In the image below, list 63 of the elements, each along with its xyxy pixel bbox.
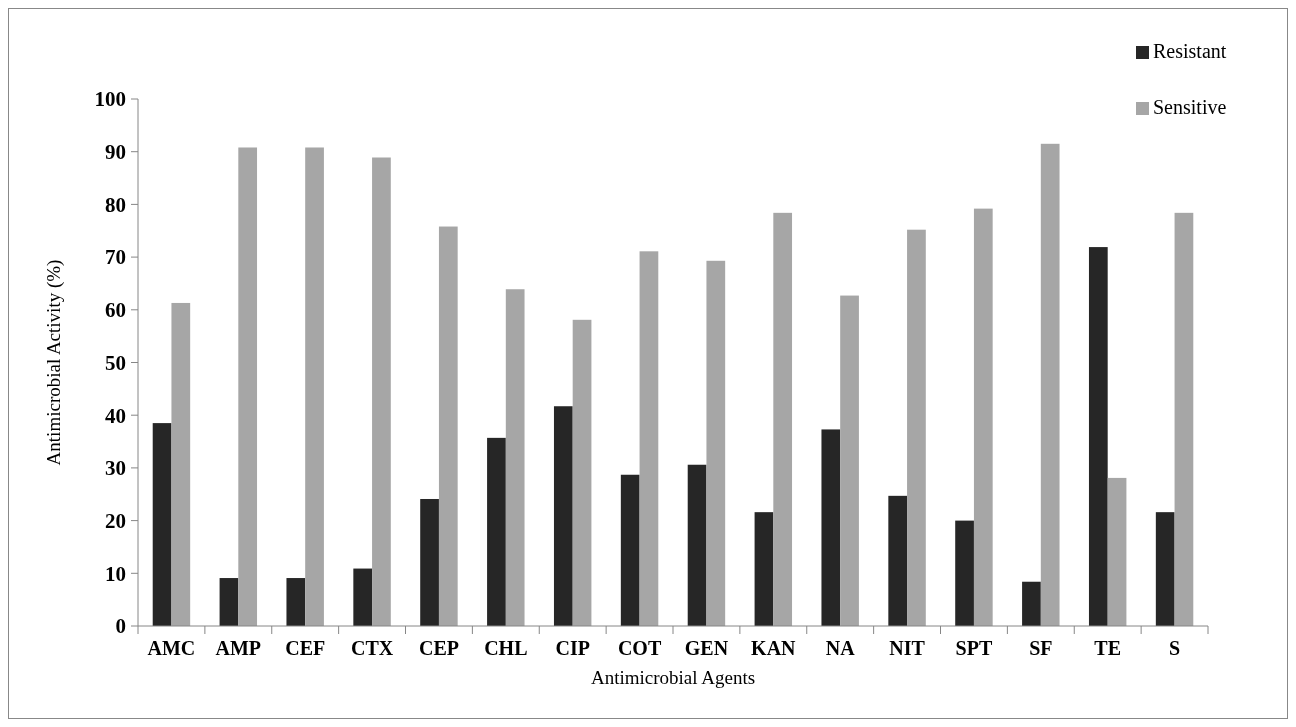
bar [1174,212,1194,626]
bar [219,578,239,626]
y-tick-label: 50 [105,350,126,375]
x-tick-label: NA [825,637,856,659]
bar [687,464,707,626]
y-tick-label: 20 [105,508,126,533]
bar [553,406,573,626]
bar [420,498,439,626]
x-tick-label: GEN [684,637,729,659]
y-tick-label: 60 [105,298,126,323]
bar [1155,512,1175,626]
x-tick-label: CEF [285,637,326,659]
x-tick-label: COT [617,637,662,659]
bar [620,474,640,626]
x-tick-label: TE [1094,637,1122,659]
bar [1107,477,1127,626]
y-tick-label: 70 [105,245,126,270]
bar [152,423,172,626]
bar [1040,143,1060,626]
y-axis-title: Antimicrobial Activity (%) [43,259,65,466]
bar [955,520,974,626]
bar [372,157,391,626]
x-tick-label: NIT [889,637,926,659]
bar [572,319,592,626]
bar [973,208,993,626]
y-tick-label: 0 [115,614,126,639]
bar [1088,247,1108,626]
bar [1022,581,1041,626]
x-tick-label: S [1169,637,1181,659]
y-tick-label: 10 [105,561,126,586]
bar [888,495,908,626]
y-tick-label: 30 [105,456,126,481]
bar [505,289,525,626]
x-tick-label: CTX [350,637,394,659]
bar [754,512,774,626]
bar [706,260,726,626]
x-tick-label: SPT [955,637,993,659]
x-tick-label: CIP [555,637,590,659]
x-tick-label: KAN [751,637,797,659]
y-tick-label: 100 [94,87,126,112]
bar [171,302,191,626]
bar [821,429,841,626]
y-tick-label: 40 [105,403,126,428]
bar [353,568,373,626]
bar [773,212,793,626]
x-tick-label: AMP [215,637,262,659]
bar [286,578,306,626]
x-axis-title: Antimicrobial Agents [590,667,756,688]
x-tick-label: CHL [484,637,528,659]
y-tick-label: 90 [105,140,126,165]
bar [840,295,859,626]
legend-label: Sensitive [1153,96,1227,118]
bar [238,147,258,626]
x-tick-label: CEP [418,637,459,659]
bar [305,147,324,626]
bar [487,437,506,626]
x-tick-label: SF [1029,637,1053,659]
bar [438,226,458,626]
legend-label: Resistant [1153,40,1227,62]
x-tick-label: AMC [147,637,196,659]
y-tick-label: 80 [105,192,126,217]
bar [907,229,926,626]
bar [639,251,659,626]
